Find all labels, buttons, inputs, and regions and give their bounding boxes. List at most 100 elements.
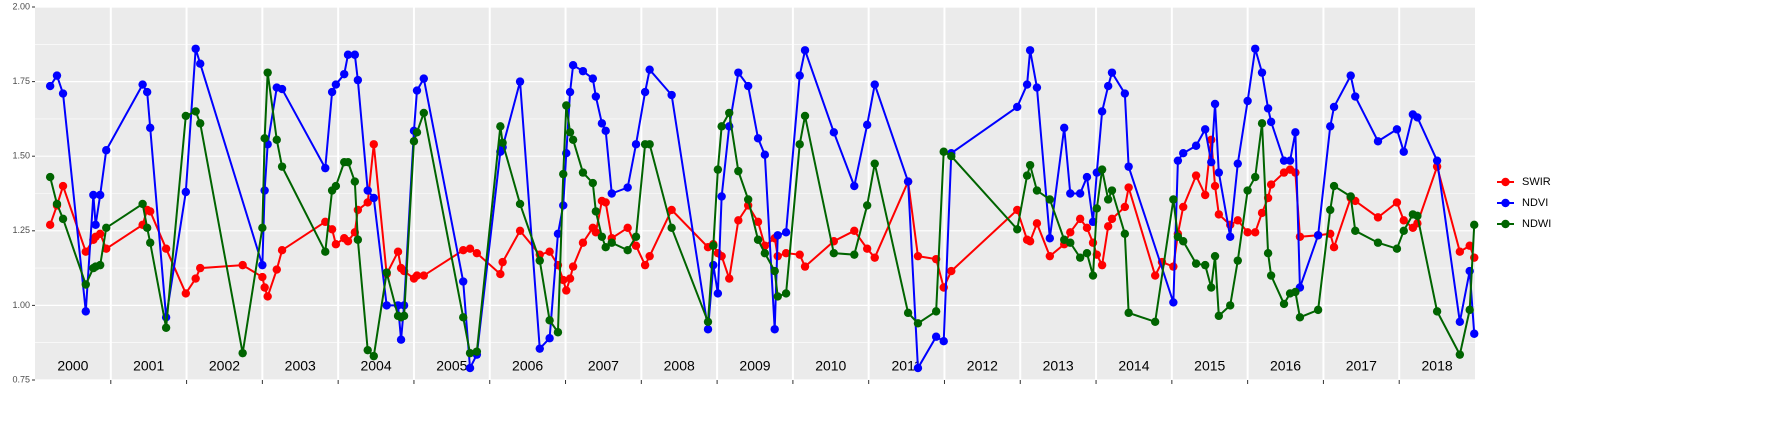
year-label: 2016 <box>1270 358 1301 374</box>
point <box>1346 192 1355 201</box>
point <box>1226 232 1235 241</box>
point <box>327 87 337 97</box>
point <box>568 262 578 271</box>
point <box>829 248 839 258</box>
point <box>713 289 723 298</box>
point <box>1013 225 1022 234</box>
point <box>829 128 839 137</box>
point <box>496 122 505 131</box>
point <box>1082 248 1092 258</box>
point <box>1179 202 1188 212</box>
point <box>146 207 155 216</box>
point <box>196 59 205 68</box>
point <box>1179 149 1188 158</box>
point <box>382 301 391 310</box>
point <box>1432 156 1442 165</box>
point <box>559 169 568 179</box>
point <box>931 307 941 316</box>
point <box>58 89 68 98</box>
point <box>1060 123 1069 133</box>
point <box>931 332 941 341</box>
year-label: 2015 <box>1194 358 1225 374</box>
point <box>1432 307 1442 316</box>
point <box>515 199 525 209</box>
legend-key-point <box>1501 177 1510 187</box>
point <box>725 274 734 283</box>
point <box>591 92 601 101</box>
point <box>191 44 200 53</box>
point <box>1169 262 1178 271</box>
point <box>1470 220 1479 230</box>
point <box>1092 204 1102 213</box>
point <box>382 268 391 277</box>
point <box>1103 195 1113 204</box>
point <box>343 50 353 59</box>
point <box>1470 329 1479 338</box>
point <box>45 81 55 91</box>
point <box>258 272 267 282</box>
point <box>161 244 171 253</box>
point <box>459 245 468 255</box>
year-label: 2006 <box>512 358 543 374</box>
point <box>939 337 948 346</box>
point <box>321 247 330 256</box>
point <box>545 247 554 256</box>
legend-key-point <box>1501 219 1510 229</box>
point <box>770 266 779 276</box>
point <box>1045 251 1055 261</box>
point <box>631 241 641 250</box>
point <box>196 119 205 128</box>
point <box>363 345 372 355</box>
point <box>95 229 105 238</box>
point <box>102 223 111 233</box>
point <box>1022 80 1032 89</box>
point <box>645 140 654 149</box>
point <box>258 260 267 270</box>
point <box>913 319 923 328</box>
point <box>1465 241 1474 250</box>
point <box>565 274 575 283</box>
point <box>862 120 872 130</box>
point <box>1124 162 1133 171</box>
point <box>903 308 913 318</box>
point <box>565 128 575 137</box>
year-label: 2007 <box>588 358 619 374</box>
point <box>1291 128 1300 137</box>
point <box>1413 113 1422 122</box>
point <box>713 165 723 174</box>
year-label: 2005 <box>436 358 467 374</box>
point <box>1150 271 1160 280</box>
point <box>591 207 601 216</box>
point <box>1120 229 1130 238</box>
point <box>1150 317 1160 327</box>
point <box>1399 216 1408 225</box>
point <box>773 231 782 240</box>
point <box>725 108 734 118</box>
point <box>709 260 718 270</box>
year-label: 2001 <box>133 358 164 374</box>
point <box>1373 137 1383 146</box>
point <box>850 181 859 191</box>
point <box>559 275 568 285</box>
point <box>138 199 147 209</box>
point <box>91 220 100 230</box>
point <box>1413 211 1422 221</box>
point <box>947 152 956 161</box>
point <box>870 80 879 89</box>
point <box>191 274 200 283</box>
point <box>350 177 360 186</box>
point <box>181 111 191 121</box>
point <box>343 157 353 167</box>
point <box>1257 208 1267 218</box>
point <box>238 260 247 270</box>
point <box>607 189 616 198</box>
point <box>58 214 68 224</box>
point <box>601 126 610 136</box>
point <box>1233 256 1242 265</box>
year-label: 2008 <box>664 358 695 374</box>
point <box>1075 214 1085 224</box>
legend-label: NDVI <box>1522 197 1548 209</box>
point <box>1313 231 1323 240</box>
point <box>568 60 578 70</box>
